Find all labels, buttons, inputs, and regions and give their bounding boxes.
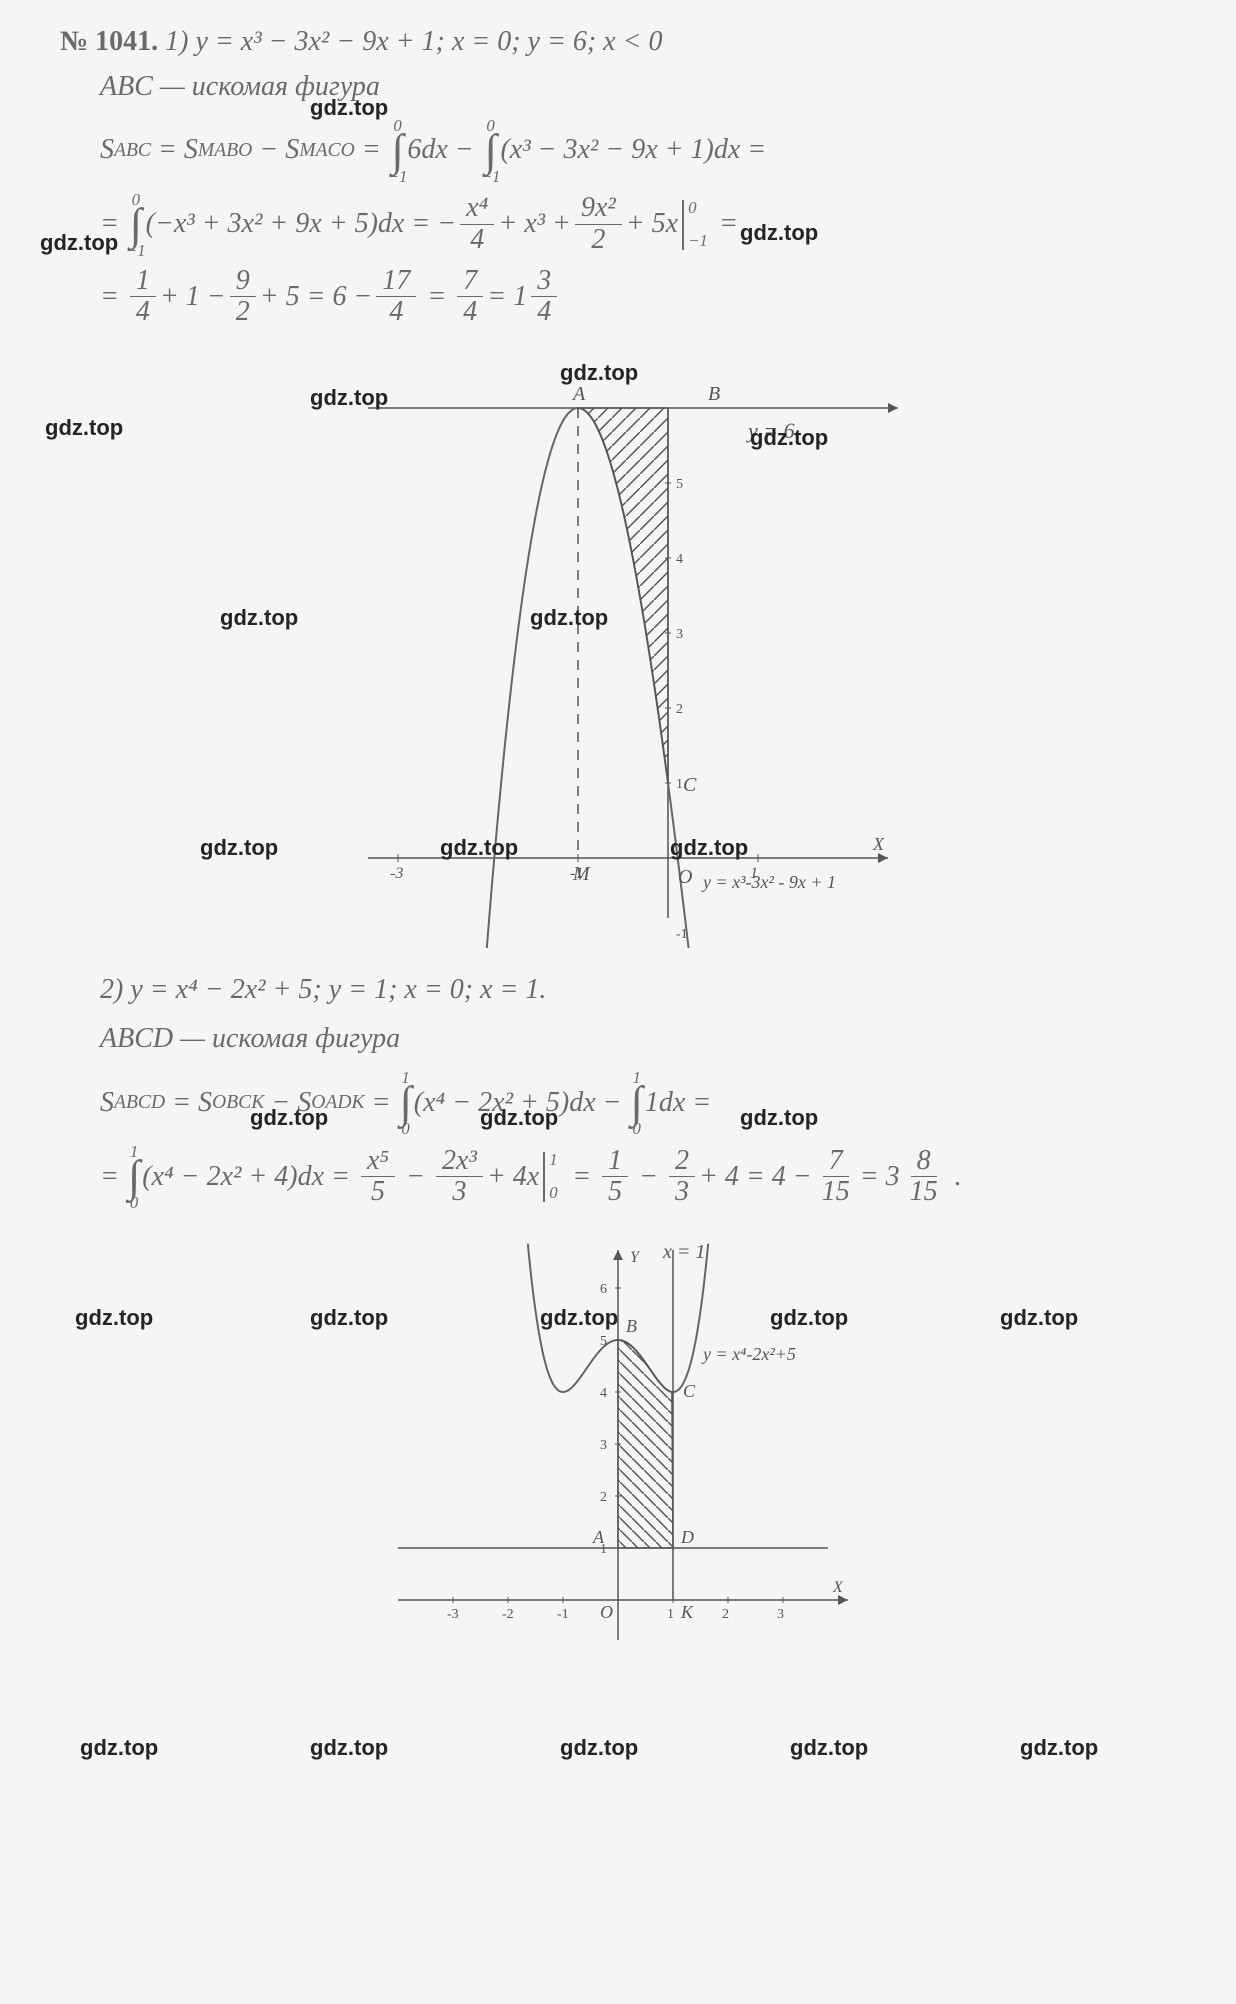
svg-text:B: B [708,383,720,405]
svg-text:O: O [600,1602,613,1622]
svg-text:2: 2 [722,1607,729,1622]
watermark: gdz.top [540,1300,618,1335]
svg-text:4: 4 [676,552,683,567]
svg-text:2: 2 [600,1490,607,1505]
watermark: gdz.top [740,215,818,250]
watermark: gdz.top [740,1100,818,1135]
watermark: gdz.top [560,355,638,390]
watermark: gdz.top [310,1730,388,1765]
svg-text:6: 6 [600,1282,607,1297]
part1-figure: ABC — искомая фигура [100,65,1176,110]
watermark: gdz.top [440,830,518,865]
watermark: gdz.top [250,1100,328,1135]
svg-text:x = 1: x = 1 [662,1241,705,1263]
svg-text:3: 3 [777,1607,784,1622]
svg-text:y = x³-3x² - 9x + 1: y = x³-3x² - 9x + 1 [701,872,836,892]
watermark: gdz.top [200,830,278,865]
problem-num: № 1041. [60,26,158,57]
watermark: gdz.top [1000,1300,1078,1335]
svg-text:-1: -1 [676,927,688,942]
svg-text:M: M [572,863,591,885]
graph2: -3-2-1123654321ABCDKOx = 1y = x⁴-2x²+5XY [368,1230,868,1650]
svg-text:5: 5 [676,477,683,492]
watermark: gdz.top [310,90,388,125]
watermark: gdz.top [310,1300,388,1335]
svg-text:-3: -3 [390,865,403,882]
part2-given: 2) y = x⁴ − 2x² + 5; y = 1; x = 0; x = 1… [100,968,1176,1013]
watermark: gdz.top [45,410,123,445]
svg-text:O: O [678,866,692,888]
watermark: gdz.top [480,1100,558,1135]
svg-text:B: B [626,1316,637,1336]
svg-text:Y: Y [630,1249,641,1266]
svg-text:C: C [683,774,697,796]
svg-text:5: 5 [600,1334,607,1349]
watermark: gdz.top [310,380,388,415]
svg-text:A: A [592,1527,605,1547]
svg-text:K: K [680,1602,694,1622]
p1-eq1: SABC = SMABO − SMACO = 0∫−1 6dx − 0∫−1 (… [100,118,1176,184]
watermark: gdz.top [750,420,828,455]
svg-text:-2: -2 [502,1607,514,1622]
watermark: gdz.top [560,1730,638,1765]
svg-text:D: D [680,1527,694,1547]
svg-text:1: 1 [676,777,683,792]
watermark: gdz.top [670,830,748,865]
svg-text:1: 1 [667,1607,674,1622]
part1-given: 1) y = x³ − 3x² − 9x + 1; x = 0; y = 6; … [165,26,662,57]
watermark: gdz.top [40,225,118,260]
svg-text:C: C [683,1381,696,1401]
p1-eq2: = 0∫−1 (−x³ + 3x² + 9x + 5)dx = − x⁴4 + … [100,192,1176,258]
part2-figure: ABCD — искомая фигура [100,1017,1176,1062]
watermark: gdz.top [530,600,608,635]
svg-text:X: X [832,1579,844,1596]
svg-text:-3: -3 [447,1607,459,1622]
svg-text:-1: -1 [557,1607,569,1622]
svg-text:y = x⁴-2x²+5: y = x⁴-2x²+5 [701,1344,796,1364]
svg-text:4: 4 [600,1386,607,1401]
watermark: gdz.top [75,1300,153,1335]
watermark: gdz.top [770,1300,848,1335]
watermark: gdz.top [790,1730,868,1765]
problem-header: № 1041. 1) y = x³ − 3x² − 9x + 1; x = 0;… [60,20,1176,65]
svg-text:3: 3 [600,1438,607,1453]
svg-text:3: 3 [676,627,683,642]
watermark: gdz.top [1020,1730,1098,1765]
watermark: gdz.top [80,1730,158,1765]
p2-eq2: = 1∫0 (x⁴ − 2x² + 4)dx = x⁵5 − 2x³3 + 4x… [100,1144,1176,1210]
svg-text:X: X [872,834,885,854]
p1-eq3: = 14 + 1 − 92 + 5 = 6 − 174 = 74 = 1 34 [100,266,1176,329]
svg-text:2: 2 [676,702,683,717]
watermark: gdz.top [220,600,298,635]
